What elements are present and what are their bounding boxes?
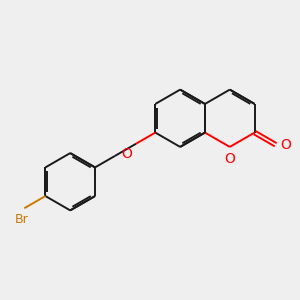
Text: O: O — [224, 152, 235, 166]
Text: Br: Br — [15, 212, 29, 226]
Text: O: O — [280, 138, 291, 152]
Text: O: O — [122, 147, 133, 161]
